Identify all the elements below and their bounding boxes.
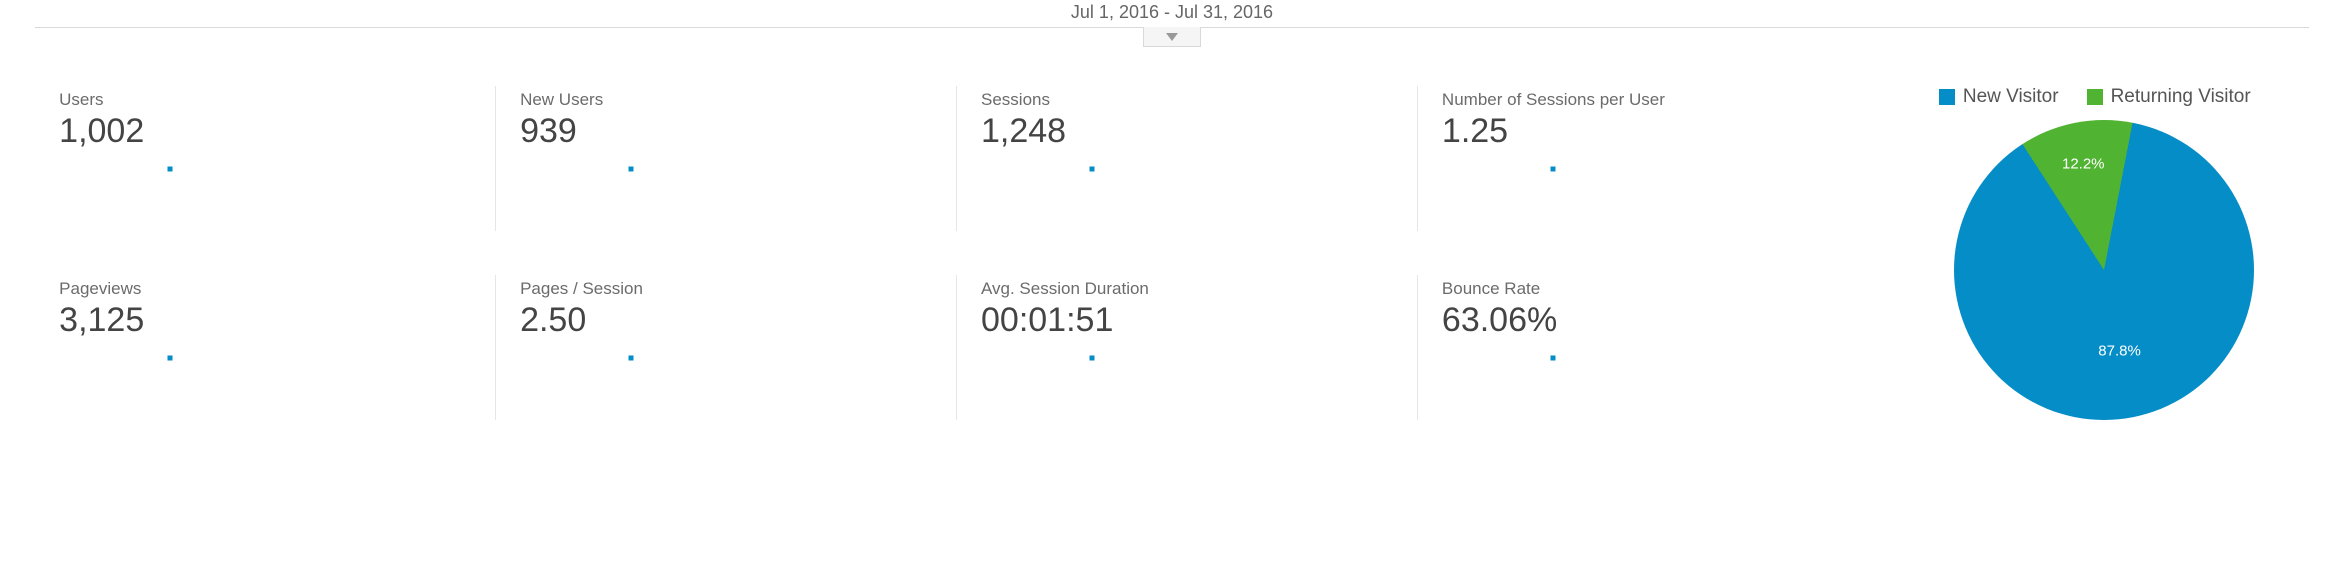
sparkline-dot-icon [629,167,634,172]
pie-slice-label: 12.2% [2062,155,2105,172]
legend-label: Returning Visitor [2111,86,2251,108]
visitor-type-panel: New Visitor Returning Visitor 12.2% 87.8% [1879,86,2309,420]
metric-label: New Users [520,90,932,110]
metric-value: 3,125 [59,301,471,340]
metric-label: Pages / Session [520,279,932,299]
sparkline-dot-icon [168,167,173,172]
metric-value: 63.06% [1442,301,1855,340]
metric-value: 1,002 [59,112,471,151]
metric-label: Users [59,90,471,110]
metric-value: 1,248 [981,112,1393,151]
analytics-overview-panel: Jul 1, 2016 - Jul 31, 2016 Users1,002New… [0,0,2344,420]
metric-cell[interactable]: Avg. Session Duration00:01:51 [957,275,1418,420]
legend-swatch-icon [1939,89,1955,105]
metric-sparkline [520,157,932,181]
metric-value: 939 [520,112,932,151]
metric-value: 2.50 [520,301,932,340]
metric-label: Number of Sessions per User [1442,90,1855,110]
metric-label: Sessions [981,90,1393,110]
pie-chart-wrapper: 12.2% 87.8% [1899,120,2309,420]
legend-item[interactable]: New Visitor [1939,86,2059,108]
sparkline-dot-icon [1551,167,1556,172]
metric-label: Avg. Session Duration [981,279,1393,299]
date-range-text: Jul 1, 2016 - Jul 31, 2016 [1071,2,1273,22]
content-area: Users1,002New Users939Sessions1,248Numbe… [35,86,2309,420]
pie-legend: New Visitor Returning Visitor [1939,86,2309,108]
visitor-type-pie-chart: 12.2% 87.8% [1954,120,2254,420]
metrics-grid: Users1,002New Users939Sessions1,248Numbe… [35,86,1879,420]
sparkline-dot-icon [629,356,634,361]
expand-toggle-button[interactable] [1143,27,1201,47]
legend-swatch-icon [2087,89,2103,105]
sparkline-dot-icon [168,356,173,361]
metric-sparkline [981,157,1393,181]
metric-label: Pageviews [59,279,471,299]
legend-label: New Visitor [1963,86,2059,108]
metric-label: Bounce Rate [1442,279,1855,299]
pie-slice-label: 87.8% [2098,342,2141,359]
metric-sparkline [520,346,932,370]
sparkline-dot-icon [1551,356,1556,361]
metric-cell[interactable]: Bounce Rate63.06% [1418,275,1879,420]
metric-cell[interactable]: Users1,002 [35,86,496,231]
legend-item[interactable]: Returning Visitor [2087,86,2251,108]
metric-sparkline [59,346,471,370]
metric-cell[interactable]: Sessions1,248 [957,86,1418,231]
metric-cell[interactable]: Pages / Session2.50 [496,275,957,420]
metric-sparkline [981,346,1393,370]
sparkline-dot-icon [1090,167,1095,172]
metric-sparkline [1442,157,1855,181]
sparkline-dot-icon [1090,356,1095,361]
metric-sparkline [1442,346,1855,370]
metric-value: 00:01:51 [981,301,1393,340]
metric-cell[interactable]: New Users939 [496,86,957,231]
date-range-header: Jul 1, 2016 - Jul 31, 2016 [35,0,2309,28]
metric-value: 1.25 [1442,112,1855,151]
metric-cell[interactable]: Pageviews3,125 [35,275,496,420]
metric-cell[interactable]: Number of Sessions per User1.25 [1418,86,1879,231]
chevron-down-icon [1166,33,1178,41]
metric-sparkline [59,157,471,181]
